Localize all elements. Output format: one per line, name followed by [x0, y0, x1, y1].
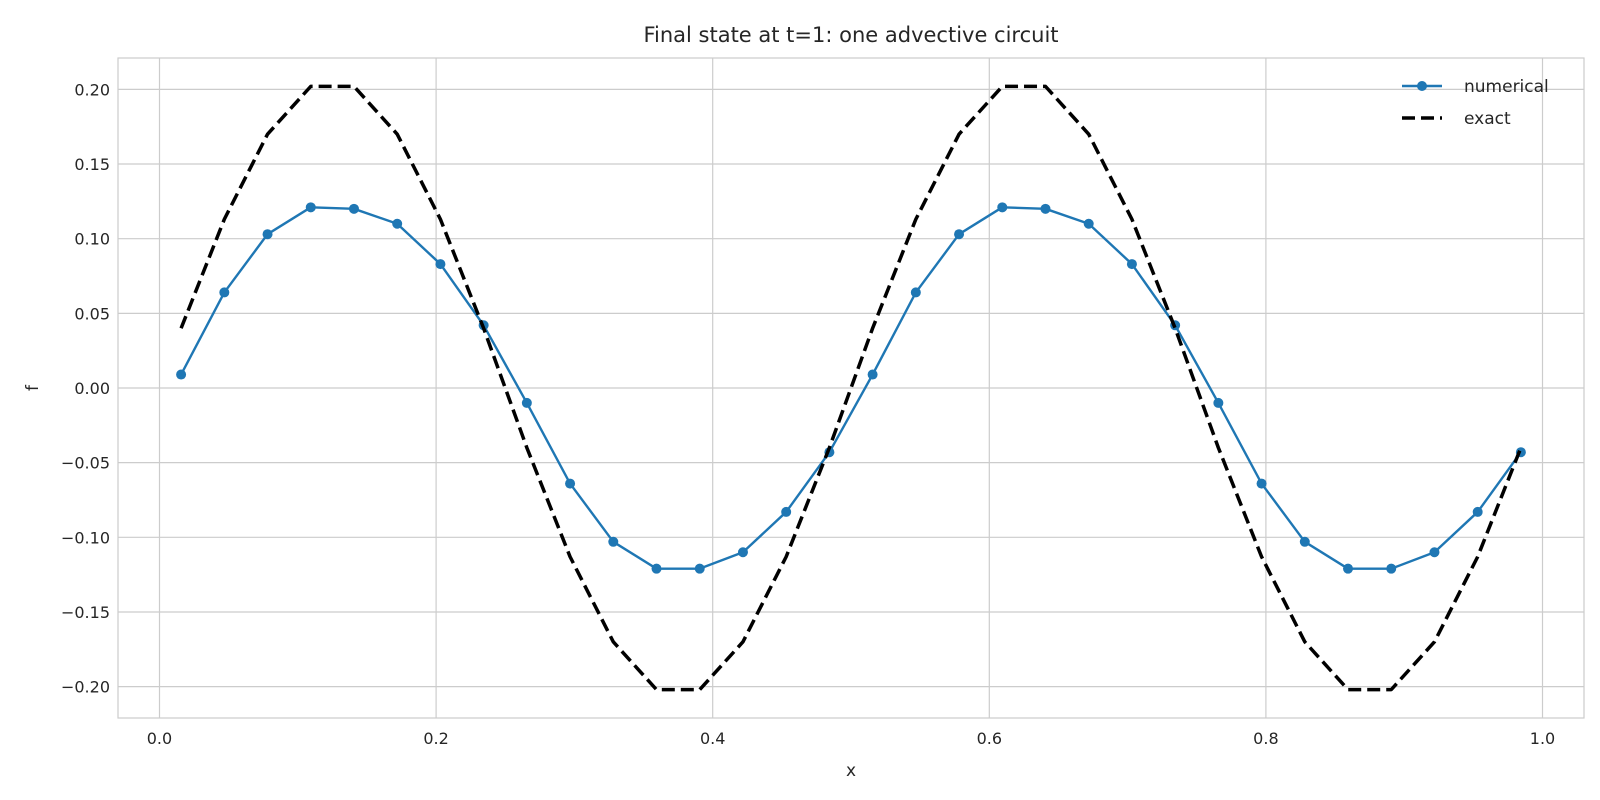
data-point-numerical: [1343, 563, 1354, 574]
data-point-numerical: [565, 478, 576, 489]
data-point-numerical: [1256, 478, 1267, 489]
x-axis-ticks: 0.0 0.2 0.4 0.6 0.8 1.0: [147, 729, 1555, 748]
series-layer: [176, 84, 1526, 692]
y-tick-label: −0.20: [61, 678, 110, 697]
y-tick-label: −0.10: [61, 528, 110, 547]
x-tick-label: 0.6: [977, 729, 1002, 748]
y-tick-label: −0.15: [61, 603, 110, 622]
data-point-numerical: [521, 397, 532, 408]
series-line-numerical: [180, 206, 1522, 570]
legend-label-exact: exact: [1464, 109, 1511, 129]
data-point-numerical: [392, 218, 403, 229]
y-tick-label: 0.00: [74, 379, 110, 398]
data-point-numerical: [176, 369, 187, 380]
data-point-numerical: [435, 259, 446, 270]
y-tick-label: 0.15: [74, 155, 110, 174]
x-tick-label: 0.0: [147, 729, 172, 748]
data-point-numerical: [1429, 547, 1440, 558]
data-point-numerical: [1040, 203, 1051, 214]
y-tick-label: −0.05: [61, 454, 110, 473]
y-tick-label: 0.10: [74, 230, 110, 249]
x-tick-label: 0.4: [700, 729, 725, 748]
data-point-numerical: [305, 202, 316, 213]
data-point-numerical: [867, 369, 878, 380]
x-tick-label: 0.8: [1253, 729, 1278, 748]
data-point-numerical: [1213, 397, 1224, 408]
data-point-numerical: [737, 547, 748, 558]
data-point-numerical: [1299, 536, 1310, 547]
data-point-numerical: [997, 202, 1008, 213]
plot-frame: [117, 57, 1585, 719]
data-point-numerical: [1472, 506, 1483, 517]
legend: numerical exact: [1402, 77, 1549, 129]
data-point-numerical: [219, 287, 230, 298]
data-point-numerical: [651, 563, 662, 574]
data-point-numerical: [781, 506, 792, 517]
x-axis-label: x: [846, 761, 856, 781]
x-tick-label: 1.0: [1530, 729, 1555, 748]
y-axis-label: f: [23, 384, 43, 391]
data-point-numerical: [954, 229, 965, 240]
data-point-numerical: [694, 563, 705, 574]
y-axis-ticks: 0.20 0.15 0.10 0.05 0.00 −0.05 −0.10 −0.15 −0.20: [61, 80, 110, 696]
data-point-numerical: [1126, 259, 1137, 270]
data-point-numerical: [262, 229, 273, 240]
data-point-numerical: [348, 203, 359, 214]
grid-lines: [118, 58, 1584, 718]
legend-marker-numerical: [1417, 81, 1427, 91]
data-point-numerical: [910, 287, 921, 298]
y-tick-label: 0.20: [74, 80, 110, 99]
y-tick-label: 0.05: [74, 304, 110, 323]
data-point-numerical: [608, 536, 619, 547]
data-point-numerical: [1083, 218, 1094, 229]
series-line-exact: [179, 84, 1523, 692]
data-point-numerical: [1386, 563, 1397, 574]
legend-label-numerical: numerical: [1464, 77, 1549, 97]
chart-title: Final state at t=1: one advective circui…: [643, 23, 1058, 47]
x-tick-label: 0.2: [423, 729, 448, 748]
